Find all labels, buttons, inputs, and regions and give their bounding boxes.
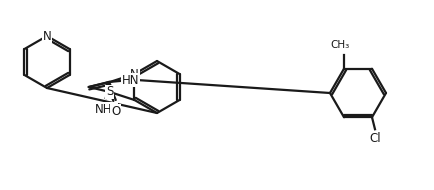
Text: N: N [130, 67, 139, 81]
Text: Cl: Cl [369, 132, 381, 145]
Text: NH₂: NH₂ [95, 103, 117, 116]
Text: CH₃: CH₃ [330, 40, 350, 50]
Text: S: S [106, 86, 113, 98]
Text: HN: HN [122, 74, 139, 86]
Text: N: N [43, 29, 51, 43]
Text: O: O [111, 105, 120, 118]
